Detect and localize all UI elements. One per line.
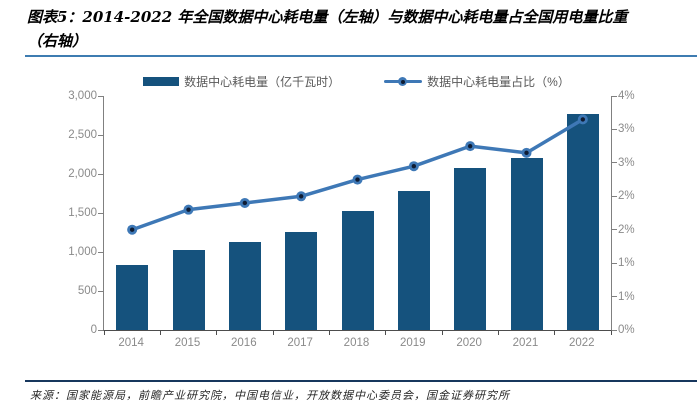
x-axis-label-2021: 2021 [512, 337, 539, 349]
bar-2022 [566, 113, 599, 330]
legend-item-line-series: 数据中心耗电量占比（%） [384, 73, 570, 90]
bottom-axis-tick [103, 331, 105, 335]
marker-center-2017 [298, 194, 304, 199]
left-axis-tick-label: 2,000 [68, 168, 97, 180]
bottom-axis-tick [610, 331, 612, 335]
bar-2018 [341, 210, 374, 330]
source-note: 来源：国家能源局，前瞻产业研究院，中国电信业，开放数据中心委员会，国金证券研究所 [30, 389, 510, 402]
x-axis-label-2020: 2020 [456, 337, 482, 349]
x-axis-labels: 2014 2015 2016 2017 2018 2019 2020 2021 2022 [103, 337, 610, 353]
right-axis-tick-label: 4% [618, 90, 635, 102]
bottom-axis-tick [159, 331, 161, 335]
right-axis-tick [612, 128, 617, 130]
left-axis-tick [98, 173, 103, 175]
line-series-swatch-icon [384, 76, 423, 87]
right-axis-tick [612, 229, 617, 231]
marker-center-2018 [355, 177, 360, 182]
right-axis-tick-label: 1% [618, 290, 635, 303]
right-axis-tick-label: 0% [618, 324, 635, 336]
left-axis-tick-label: 500 [77, 285, 97, 297]
right-axis-tick-label: 2% [618, 223, 635, 236]
bar-2015 [172, 250, 205, 330]
bottom-axis-tick [385, 331, 387, 335]
left-axis-tick [98, 329, 103, 331]
left-axis-tick [98, 212, 103, 214]
left-axis-labels: 0 500 1,000 1,500 2,000 2,500 3,000 [0, 90, 97, 336]
bar-2016 [228, 241, 261, 330]
bar-2020 [454, 167, 487, 330]
figure-title: 图表5：2014-2022 年全国数据中心耗电量（左轴）与数据中心耗电量占全国用… [27, 5, 692, 53]
bottom-axis-tick [328, 331, 330, 335]
right-axis-tick [612, 329, 617, 331]
legend-label-line: 数据中心耗电量占比（%） [427, 75, 570, 89]
bar-2017 [285, 231, 318, 330]
marker-center-2021 [524, 150, 529, 156]
legend-label-bar: 数据中心耗电量（亿千瓦时） [184, 75, 341, 89]
marker-center-2020 [467, 143, 473, 149]
left-axis-tick [98, 95, 103, 97]
bottom-axis-tick [216, 331, 218, 335]
left-axis-tick-label: 2,500 [68, 129, 97, 141]
x-axis-label-2017: 2017 [287, 337, 313, 349]
x-axis-label-2022: 2022 [568, 337, 595, 349]
plot-area [98, 95, 617, 335]
right-axis-tick-label: 3% [618, 123, 635, 136]
left-axis-tick [98, 290, 103, 292]
right-axis-tick [612, 95, 617, 97]
bottom-axis-tick [441, 331, 443, 335]
left-axis-tick-label: 1,500 [68, 207, 97, 219]
left-axis-tick-label: 1,000 [68, 246, 97, 258]
left-axis-tick [98, 251, 103, 253]
right-axis-labels: 0% 1% 1% 2% 2% 3% 3% 4% [618, 90, 678, 336]
bar-2019 [397, 191, 430, 330]
x-axis-label-2019: 2019 [400, 337, 426, 349]
right-axis-tick [612, 195, 617, 197]
figure-title-line2: （右轴） [27, 32, 88, 50]
right-axis-tick-label: 3% [618, 156, 635, 169]
title-divider [25, 55, 697, 57]
marker-center-2022 [580, 117, 586, 122]
x-axis-label-2016: 2016 [231, 337, 257, 349]
right-axis-tick [612, 162, 617, 164]
right-axis-tick [612, 262, 617, 264]
right-axis-tick-label: 1% [618, 257, 635, 270]
bar-series-swatch-icon [143, 77, 180, 86]
x-axis-label-2015: 2015 [174, 337, 201, 349]
legend-item-bar-series: 数据中心耗电量（亿千瓦时） [143, 73, 340, 90]
bottom-axis-tick [554, 331, 556, 335]
bar-2014 [116, 265, 149, 330]
chart-legend: 数据中心耗电量（亿千瓦时） 数据中心耗电量占比（%） [103, 73, 610, 90]
left-axis-tick-label: 0 [90, 324, 97, 336]
right-axis-tick [612, 296, 617, 298]
line-series [127, 114, 588, 235]
left-axis-tick-label: 3,000 [68, 90, 97, 102]
left-axis-tick [98, 134, 103, 136]
footer-divider [25, 380, 697, 382]
marker-center-2016 [242, 200, 248, 206]
bottom-axis-tick [272, 331, 274, 335]
bar-2021 [510, 158, 543, 330]
marker-center-2014 [129, 227, 135, 232]
x-axis-label-2014: 2014 [118, 337, 144, 349]
figure-title-line1: 图表5：2014-2022 年全国数据中心耗电量（左轴）与数据中心耗电量占全国用… [27, 8, 628, 26]
line-path [131, 117, 584, 232]
bottom-axis-tick [497, 331, 499, 335]
marker-center-2015 [186, 207, 191, 212]
right-axis-tick-label: 2% [618, 190, 635, 203]
marker-center-2019 [411, 164, 417, 169]
x-axis-label-2018: 2018 [343, 337, 370, 349]
